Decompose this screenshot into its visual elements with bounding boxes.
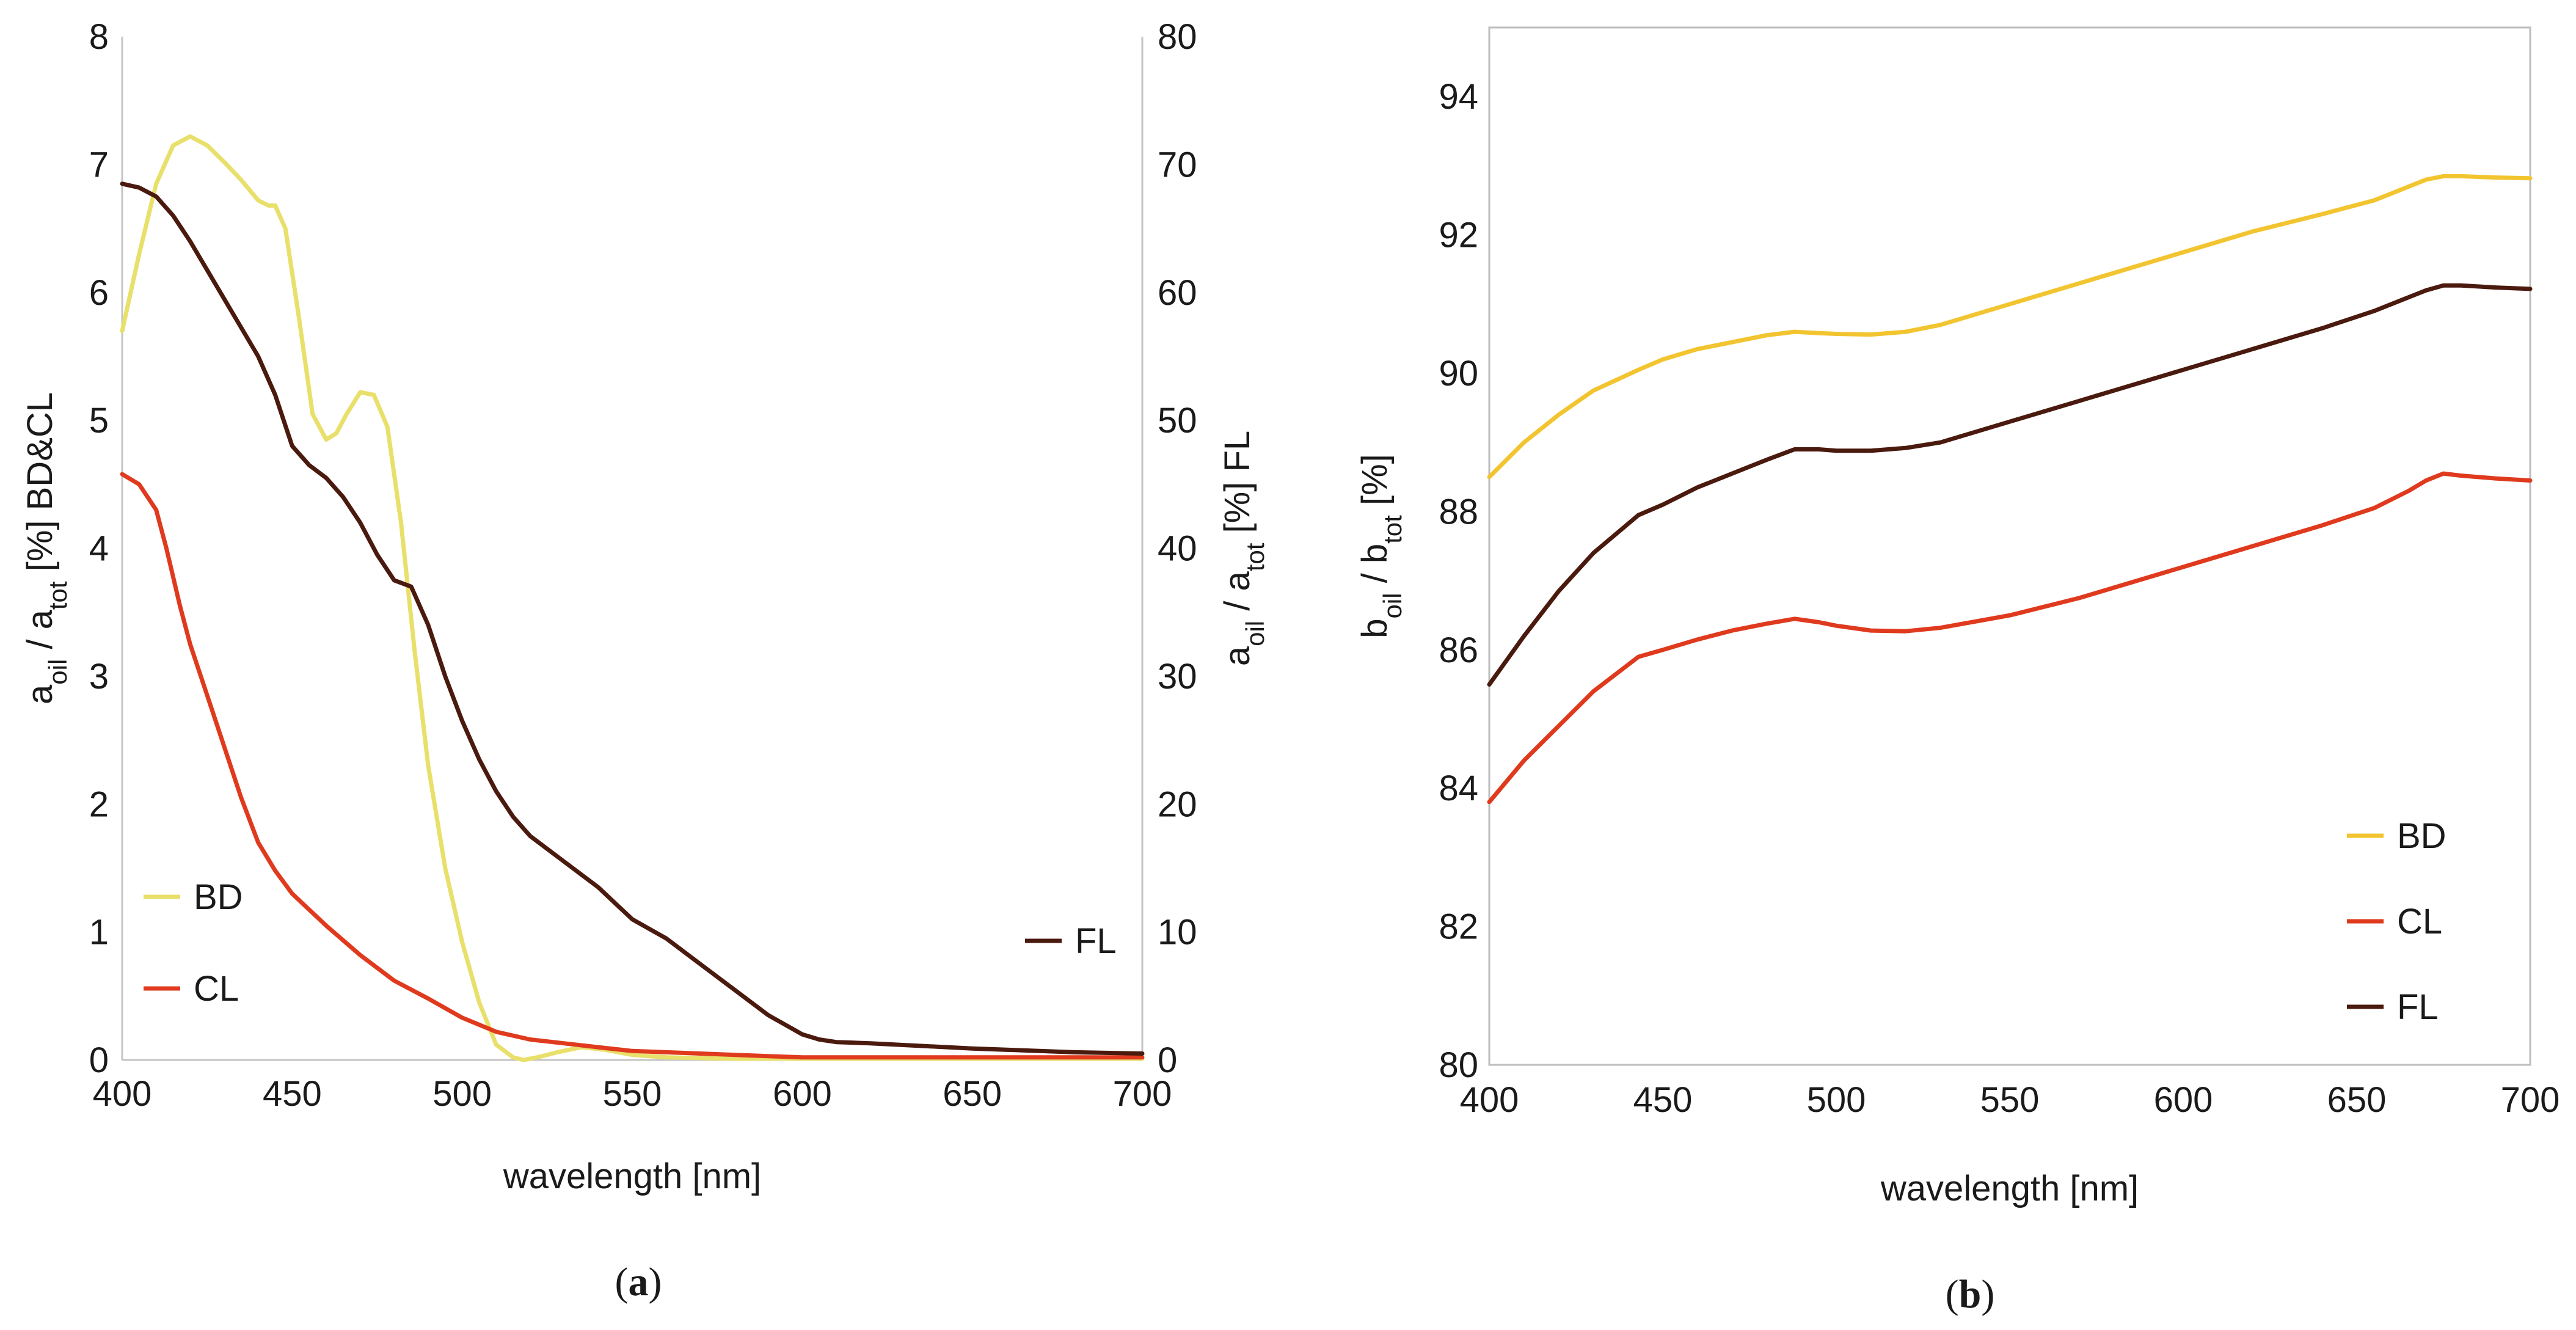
series-line-cl — [1487, 471, 2533, 805]
series-line-fl — [1487, 283, 2533, 687]
series-line-fl — [120, 181, 1145, 1056]
panel-caption: (a) — [615, 1260, 662, 1304]
y-tick-label: 3 — [89, 657, 109, 696]
legend-label-fl: FL — [1075, 921, 1117, 961]
y-tick-label: 90 — [1439, 354, 1478, 393]
x-tick-label: 400 — [93, 1074, 152, 1114]
x-tick-label: 600 — [2154, 1080, 2213, 1120]
y-right-tick-label: 80 — [1158, 17, 1197, 57]
y-tick-label: 4 — [89, 529, 109, 569]
x-tick-label: 450 — [1633, 1080, 1693, 1120]
y-tick-label: 84 — [1439, 769, 1478, 808]
y-right-tick-label: 60 — [1158, 273, 1197, 313]
x-tick-label: 500 — [1807, 1080, 1866, 1120]
y-tick-label: 86 — [1439, 630, 1478, 670]
x-tick-label: 450 — [263, 1074, 322, 1114]
panel-b-chart: 400 450 500 550 600 650 700 80 82 84 86 88 90 92 94 wav… — [1355, 26, 2560, 1317]
panel-a-chart: 400 450 500 550 600 650 7000123456780102030405… — [20, 17, 1269, 1304]
y-tick-label: 5 — [89, 401, 109, 440]
x-axis-label: wavelength [nm] — [1880, 1169, 2139, 1208]
y-right-tick-label: 10 — [1158, 913, 1197, 952]
y-tick-label: 7 — [89, 145, 109, 185]
legend-label-bd: BD — [194, 877, 243, 917]
x-tick-label: 500 — [432, 1074, 492, 1114]
y-right-tick-label: 30 — [1158, 657, 1197, 696]
series-line-cl — [120, 472, 1145, 1060]
y-tick-label: 92 — [1439, 216, 1478, 255]
y-tick-label: 88 — [1439, 492, 1478, 532]
legend-label-bd: BD — [2397, 816, 2446, 856]
x-tick-label: 600 — [773, 1074, 832, 1114]
y-tick-label: 94 — [1439, 77, 1478, 117]
y-axis-label: boil / btot [%] — [1355, 454, 1407, 638]
y-right-tick-label: 40 — [1158, 529, 1197, 569]
y-tick-label: 1 — [89, 913, 109, 952]
y-right-axis-label: aoil / atot [%] FL — [1217, 431, 1269, 666]
legend-label-cl: CL — [2397, 902, 2442, 941]
y-tick-label: 80 — [1439, 1045, 1478, 1085]
x-tick-label: 650 — [2327, 1080, 2387, 1120]
x-tick-label: 700 — [2501, 1080, 2560, 1120]
y-right-tick-label: 0 — [1158, 1040, 1177, 1080]
x-tick-label: 700 — [1113, 1074, 1172, 1114]
y-right-tick-label: 70 — [1158, 145, 1197, 185]
y-tick-label: 2 — [89, 784, 109, 824]
y-axis-label: aoil / atot [%] BD&CL — [20, 392, 72, 704]
y-tick-label: 8 — [89, 17, 109, 57]
y-right-tick-label: 20 — [1158, 784, 1197, 824]
y-tick-label: 0 — [89, 1040, 109, 1080]
y-tick-label: 82 — [1439, 907, 1478, 947]
y-right-tick-label: 50 — [1158, 401, 1197, 440]
x-tick-label: 400 — [1460, 1080, 1519, 1120]
series-line-bd — [1487, 174, 2533, 480]
legend-label-fl: FL — [2397, 987, 2439, 1027]
x-tick-label: 550 — [603, 1074, 662, 1114]
x-tick-label: 650 — [943, 1074, 1002, 1114]
panel-caption: (b) — [1946, 1272, 1995, 1317]
x-axis-label: wavelength [nm] — [503, 1156, 761, 1196]
plot-frame — [1488, 26, 2531, 1066]
y-tick-label: 6 — [89, 273, 109, 313]
x-tick-label: 550 — [1980, 1080, 2040, 1120]
legend-label-cl: CL — [194, 969, 239, 1009]
